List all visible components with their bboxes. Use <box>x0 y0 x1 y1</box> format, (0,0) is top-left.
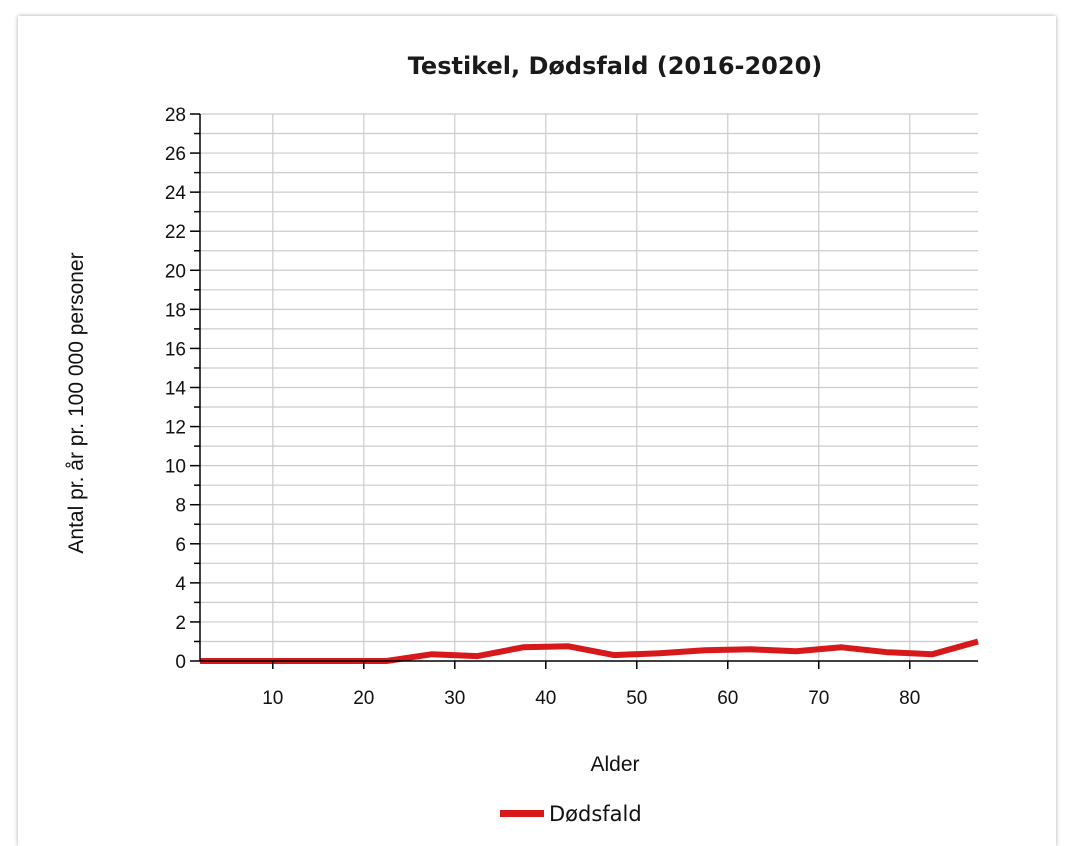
y-tick-label: 6 <box>175 535 186 556</box>
y-tick-label: 16 <box>165 339 186 360</box>
chart-card: Testikel, Dødsfald (2016-2020) 0 2 4 6 8 10 12… <box>18 16 1056 846</box>
x-tick-label: 50 <box>626 688 647 709</box>
y-tick-label: 12 <box>165 418 186 439</box>
x-tick-label: 80 <box>899 688 920 709</box>
series-line <box>200 638 979 664</box>
axes <box>190 113 978 669</box>
y-axis-label: Antal pr. år pr. 100 000 personer <box>65 252 88 553</box>
y-tick-label: 10 <box>165 457 186 478</box>
y-tick-label: 14 <box>165 379 187 400</box>
x-tick-label: 70 <box>808 688 829 709</box>
y-tick-label: 20 <box>165 261 186 282</box>
x-tick-label: 40 <box>535 688 556 709</box>
y-tick-label: 18 <box>165 300 186 321</box>
y-tick-label: 26 <box>165 144 186 165</box>
chart-title: Testikel, Dødsfald (2016-2020) <box>408 52 823 80</box>
y-tick-label: 22 <box>165 222 186 243</box>
y-tick-label: 28 <box>165 105 186 126</box>
y-tick-label: 2 <box>175 613 186 634</box>
legend[interactable]: Dødsfald <box>500 802 642 826</box>
y-tick-label: 4 <box>175 574 186 595</box>
legend-label: Dødsfald <box>549 802 642 826</box>
x-tick-label: 30 <box>444 688 465 709</box>
grid <box>200 113 978 661</box>
x-axis-label: Alder <box>590 753 639 776</box>
y-tick-label: 8 <box>175 496 186 517</box>
y-tick-label: 24 <box>165 183 187 204</box>
y-tick-label: 0 <box>175 652 186 673</box>
x-tick-label: 20 <box>353 688 374 709</box>
x-tick-label: 10 <box>262 688 283 709</box>
series-layer <box>200 638 979 664</box>
legend-swatch <box>500 810 544 817</box>
line-chart: Testikel, Dødsfald (2016-2020) 024681012… <box>65 52 979 826</box>
x-tick-label: 60 <box>717 688 738 709</box>
